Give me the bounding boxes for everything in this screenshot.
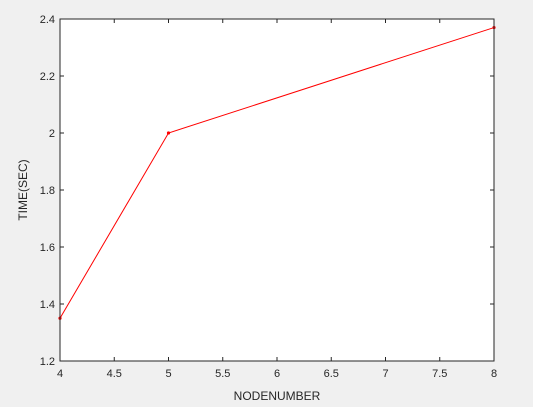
x-axis-label: NODENUMBER bbox=[234, 389, 321, 403]
y-axis-label: TIME(SEC) bbox=[16, 159, 30, 220]
y-tick-label: 2 bbox=[49, 128, 55, 140]
y-axis-ticks: 1.2 1.4 1.6 1.8 2 2.2 2.4 bbox=[40, 14, 494, 368]
y-tick-label: 1.2 bbox=[40, 356, 55, 368]
y-tick-label: 2.4 bbox=[40, 14, 55, 26]
x-tick-label: 4 bbox=[57, 368, 63, 380]
y-tick-label: 1.6 bbox=[40, 242, 55, 254]
y-tick-label: 2.2 bbox=[40, 71, 55, 83]
plot-area bbox=[60, 19, 494, 361]
x-tick-label: 8 bbox=[491, 368, 497, 380]
y-tick-label: 1.4 bbox=[40, 299, 55, 311]
x-tick-label: 6 bbox=[274, 368, 280, 380]
x-tick-label: 7 bbox=[382, 368, 388, 380]
x-tick-label: 7.5 bbox=[432, 368, 447, 380]
x-tick-label: 6.5 bbox=[324, 368, 339, 380]
x-tick-label: 5.5 bbox=[215, 368, 230, 380]
x-tick-label: 4.5 bbox=[107, 368, 122, 380]
x-tick-label: 5 bbox=[165, 368, 171, 380]
x-axis-ticks: 4 4.5 5 5.5 6 6.5 7 7.5 8 bbox=[57, 19, 497, 380]
y-tick-label: 1.8 bbox=[40, 185, 55, 197]
data-point bbox=[166, 131, 171, 135]
